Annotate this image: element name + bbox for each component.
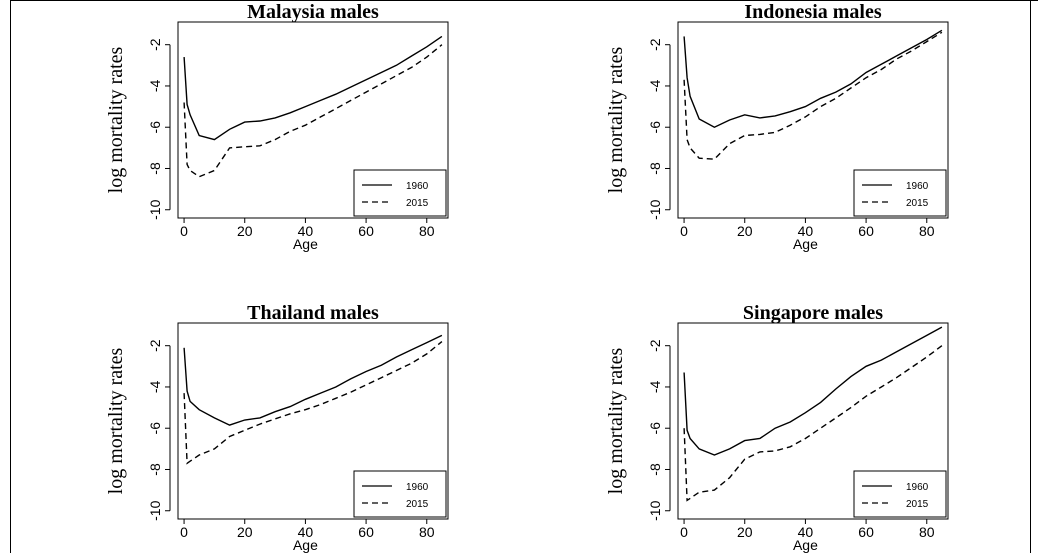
x-tick-label: 80 xyxy=(919,223,935,239)
y-tick-label: -10 xyxy=(647,500,663,520)
x-tick-label: 20 xyxy=(737,524,753,540)
y-tick-label: -4 xyxy=(647,80,663,93)
x-tick-label: 60 xyxy=(858,223,874,239)
y-tick-label: -6 xyxy=(647,121,663,134)
y-tick-label: -2 xyxy=(147,38,163,51)
x-tick-label: 0 xyxy=(680,524,688,540)
series-line-1960 xyxy=(183,35,443,141)
series-line-2015 xyxy=(683,345,943,502)
legend: 1960 2015 xyxy=(853,169,947,217)
y-tick-label: -10 xyxy=(147,500,163,520)
x-tick-label: 0 xyxy=(180,524,188,540)
series-line-1960 xyxy=(683,29,943,128)
x-tick-label: 40 xyxy=(298,223,314,239)
legend-label: 1960 xyxy=(906,482,929,493)
y-axis-label: log mortality rates xyxy=(605,347,627,494)
x-axis-label: Age xyxy=(293,537,318,553)
plot-frame xyxy=(177,322,449,520)
series-line-1960 xyxy=(183,334,443,426)
legend: 1960 2015 xyxy=(353,470,447,518)
y-tick-label: -10 xyxy=(647,199,663,219)
y-tick-label: -2 xyxy=(147,339,163,352)
panel-1: Indonesia males log mortality rates Age -2 -… xyxy=(605,1,949,252)
x-axis-label: Age xyxy=(793,537,818,553)
x-tick-label: 40 xyxy=(798,524,814,540)
chart-title: Singapore males xyxy=(743,302,883,324)
plot-frame xyxy=(677,21,949,219)
chart-title: Indonesia males xyxy=(744,1,881,23)
legend-label: 1960 xyxy=(406,482,429,493)
panel-0: Malaysia males log mortality rates Age -2 -4… xyxy=(105,1,449,252)
y-axis-label: log mortality rates xyxy=(105,46,127,193)
y-tick-label: -8 xyxy=(147,162,163,175)
x-tick-label: 60 xyxy=(358,223,374,239)
y-tick-label: -10 xyxy=(147,199,163,219)
panel-2: Thailand males log mortality rates Age -2 -4… xyxy=(105,302,449,553)
x-tick-label: 20 xyxy=(737,223,753,239)
series-line-1960 xyxy=(683,326,943,456)
y-tick-label: -4 xyxy=(147,381,163,394)
x-tick-label: 20 xyxy=(237,524,253,540)
x-tick-label: 20 xyxy=(237,223,253,239)
y-tick-label: -4 xyxy=(147,80,163,93)
legend-label: 2015 xyxy=(906,198,929,209)
legend-label: 1960 xyxy=(906,181,929,192)
legend: 1960 2015 xyxy=(353,169,447,217)
x-tick-label: 0 xyxy=(180,223,188,239)
x-tick-label: 60 xyxy=(358,524,374,540)
x-tick-label: 0 xyxy=(680,223,688,239)
y-tick-label: -6 xyxy=(647,422,663,435)
legend: 1960 2015 xyxy=(853,470,947,518)
series-line-2015 xyxy=(683,31,943,160)
x-tick-label: 40 xyxy=(798,223,814,239)
legend-label: 2015 xyxy=(906,499,929,510)
legend-box xyxy=(853,470,947,518)
y-axis-label: log mortality rates xyxy=(105,347,127,494)
x-tick-label: 80 xyxy=(419,524,435,540)
chart-title: Malaysia males xyxy=(247,1,379,23)
y-axis-label: log mortality rates xyxy=(605,46,627,193)
y-tick-label: -6 xyxy=(147,422,163,435)
legend-box xyxy=(353,470,447,518)
y-tick-label: -8 xyxy=(647,463,663,476)
series-line-2015 xyxy=(183,341,443,465)
x-tick-label: 60 xyxy=(858,524,874,540)
plot-frame xyxy=(177,21,449,219)
legend-label: 1960 xyxy=(406,181,429,192)
chart-title: Thailand males xyxy=(247,302,379,324)
x-axis-label: Age xyxy=(293,236,318,252)
y-tick-label: -8 xyxy=(147,463,163,476)
x-tick-label: 40 xyxy=(298,524,314,540)
legend-box xyxy=(853,169,947,217)
legend-label: 2015 xyxy=(406,499,429,510)
series-line-2015 xyxy=(183,44,443,178)
plot-frame xyxy=(677,322,949,520)
x-axis-label: Age xyxy=(793,236,818,252)
y-tick-label: -8 xyxy=(647,162,663,175)
y-tick-label: -4 xyxy=(647,381,663,394)
legend-box xyxy=(353,169,447,217)
y-tick-label: -2 xyxy=(647,339,663,352)
panel-3: Singapore males log mortality rates Age -2 -… xyxy=(605,302,949,553)
y-tick-label: -6 xyxy=(147,121,163,134)
y-tick-label: -2 xyxy=(647,38,663,51)
legend-label: 2015 xyxy=(406,198,429,209)
x-tick-label: 80 xyxy=(919,524,935,540)
x-tick-label: 80 xyxy=(419,223,435,239)
